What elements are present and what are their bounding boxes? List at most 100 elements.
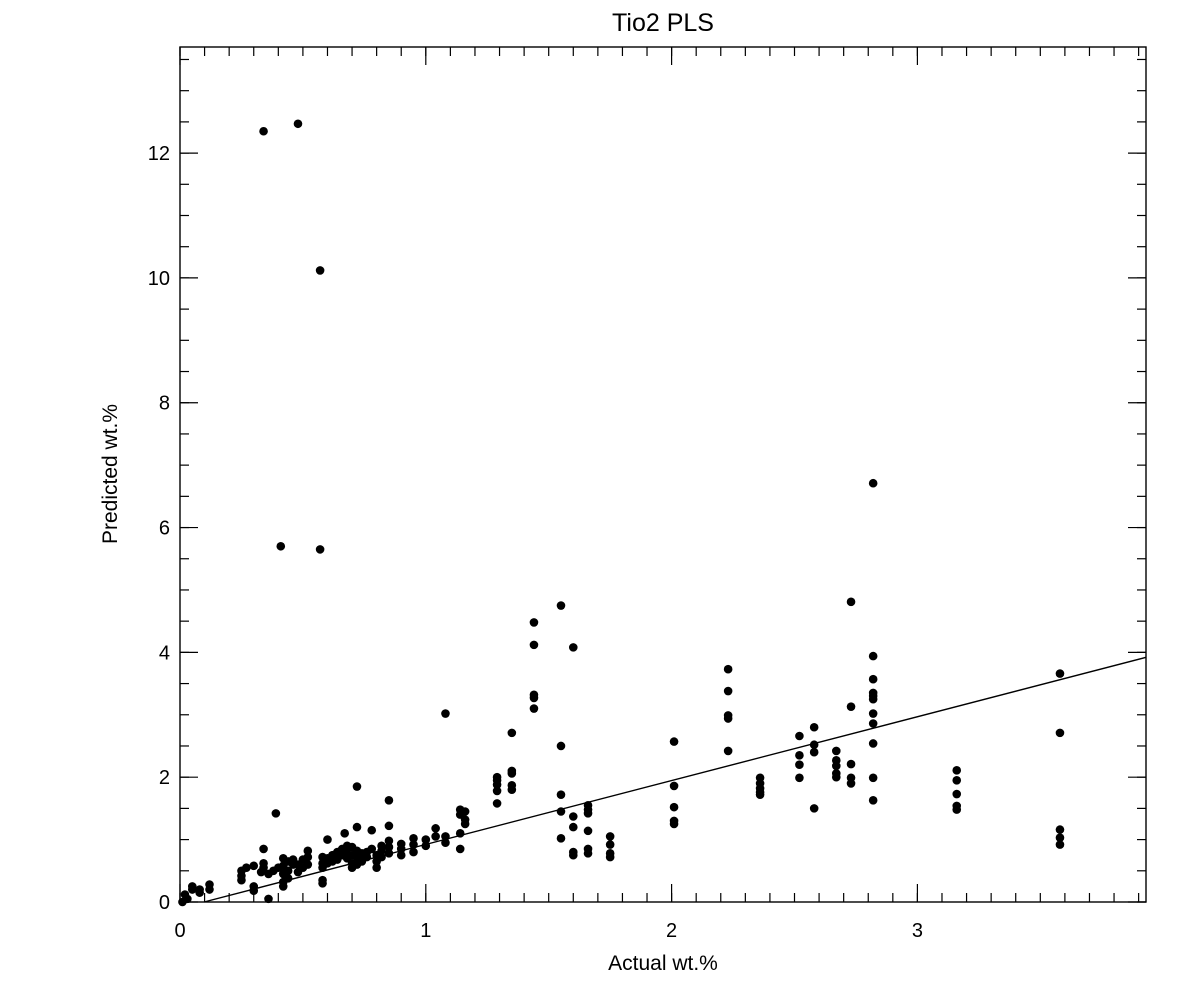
data-point bbox=[529, 704, 539, 713]
fit-line bbox=[203, 656, 1147, 903]
data-point bbox=[831, 772, 841, 782]
data-point bbox=[529, 640, 539, 650]
data-point bbox=[271, 809, 281, 818]
data-point bbox=[352, 822, 362, 832]
data-point bbox=[318, 878, 327, 888]
data-point bbox=[315, 266, 325, 275]
data-point bbox=[529, 618, 539, 627]
data-point bbox=[492, 786, 502, 796]
x-tick-label: 1 bbox=[420, 920, 431, 942]
data-point bbox=[264, 869, 273, 879]
data-point bbox=[868, 719, 878, 728]
data-point bbox=[384, 842, 394, 852]
data-point bbox=[583, 849, 593, 858]
data-point bbox=[846, 597, 856, 607]
data-point bbox=[723, 664, 733, 674]
data-point bbox=[795, 760, 804, 770]
y-tick-label: 0 bbox=[159, 892, 170, 914]
y-tick-label: 12 bbox=[148, 143, 170, 165]
data-point bbox=[583, 826, 593, 836]
data-point bbox=[195, 888, 204, 897]
data-point bbox=[795, 751, 804, 760]
data-point bbox=[952, 766, 962, 775]
data-point bbox=[441, 709, 450, 718]
y-tick-label: 6 bbox=[159, 518, 170, 540]
y-tick-label: 10 bbox=[148, 268, 170, 290]
data-point bbox=[669, 781, 679, 791]
data-point bbox=[264, 894, 273, 904]
data-point bbox=[1055, 669, 1065, 678]
data-point bbox=[1055, 840, 1065, 849]
data-point bbox=[868, 709, 878, 718]
data-point bbox=[409, 847, 418, 857]
data-point bbox=[583, 809, 593, 818]
data-point bbox=[293, 867, 303, 877]
data-point bbox=[340, 829, 349, 838]
data-point bbox=[846, 702, 856, 711]
data-point bbox=[507, 769, 517, 778]
data-point bbox=[318, 852, 327, 862]
data-point bbox=[507, 728, 517, 738]
chart-title: Tio2 PLS bbox=[612, 9, 714, 37]
data-point bbox=[868, 773, 878, 783]
data-point bbox=[556, 790, 566, 799]
data-point bbox=[1055, 825, 1065, 834]
data-point bbox=[723, 714, 733, 723]
data-point bbox=[605, 832, 615, 841]
data-point bbox=[431, 824, 440, 833]
data-point bbox=[568, 850, 578, 860]
data-point bbox=[187, 885, 197, 894]
data-point bbox=[755, 790, 765, 799]
data-point bbox=[556, 834, 566, 843]
data-point bbox=[421, 835, 431, 844]
data-point bbox=[384, 821, 394, 831]
data-point bbox=[492, 780, 502, 789]
y-tick-label: 4 bbox=[159, 642, 170, 664]
data-point bbox=[952, 776, 962, 785]
data-point bbox=[868, 674, 878, 684]
fit-line-group bbox=[203, 656, 1147, 903]
y-axis-title: Predicted wt.% bbox=[99, 404, 122, 544]
data-point bbox=[669, 819, 679, 829]
data-point bbox=[846, 779, 856, 788]
data-point bbox=[396, 850, 406, 860]
data-point bbox=[460, 807, 470, 816]
data-point bbox=[455, 844, 465, 854]
data-point bbox=[795, 773, 804, 783]
plot-frame bbox=[179, 46, 1147, 903]
data-point bbox=[372, 857, 381, 866]
data-point bbox=[507, 785, 517, 794]
data-point bbox=[868, 651, 878, 661]
data-point bbox=[809, 722, 819, 732]
data-point bbox=[809, 804, 819, 813]
data-point bbox=[278, 854, 288, 863]
data-point bbox=[831, 746, 841, 756]
data-point bbox=[669, 737, 679, 746]
data-point bbox=[556, 601, 566, 610]
data-point bbox=[723, 686, 733, 696]
data-point bbox=[409, 834, 418, 843]
data-point bbox=[669, 802, 679, 812]
data-point bbox=[1055, 728, 1065, 738]
data-point bbox=[831, 761, 841, 771]
data-point bbox=[952, 805, 962, 814]
data-point bbox=[249, 861, 259, 871]
y-tick-label: 2 bbox=[159, 767, 170, 789]
data-point bbox=[952, 789, 962, 799]
data-point bbox=[384, 836, 394, 846]
y-tick-label: 8 bbox=[159, 393, 170, 415]
data-point bbox=[278, 869, 288, 879]
x-axis-title: Actual wt.% bbox=[608, 952, 718, 975]
data-point bbox=[256, 867, 266, 877]
data-point bbox=[568, 643, 578, 652]
data-point bbox=[556, 741, 566, 751]
x-tick-label: 3 bbox=[912, 920, 923, 942]
scatter-points bbox=[178, 119, 1065, 907]
x-tick-label: 2 bbox=[666, 920, 677, 942]
data-point bbox=[372, 863, 381, 872]
data-point bbox=[431, 832, 440, 841]
data-point bbox=[259, 126, 268, 136]
data-point bbox=[367, 825, 377, 835]
